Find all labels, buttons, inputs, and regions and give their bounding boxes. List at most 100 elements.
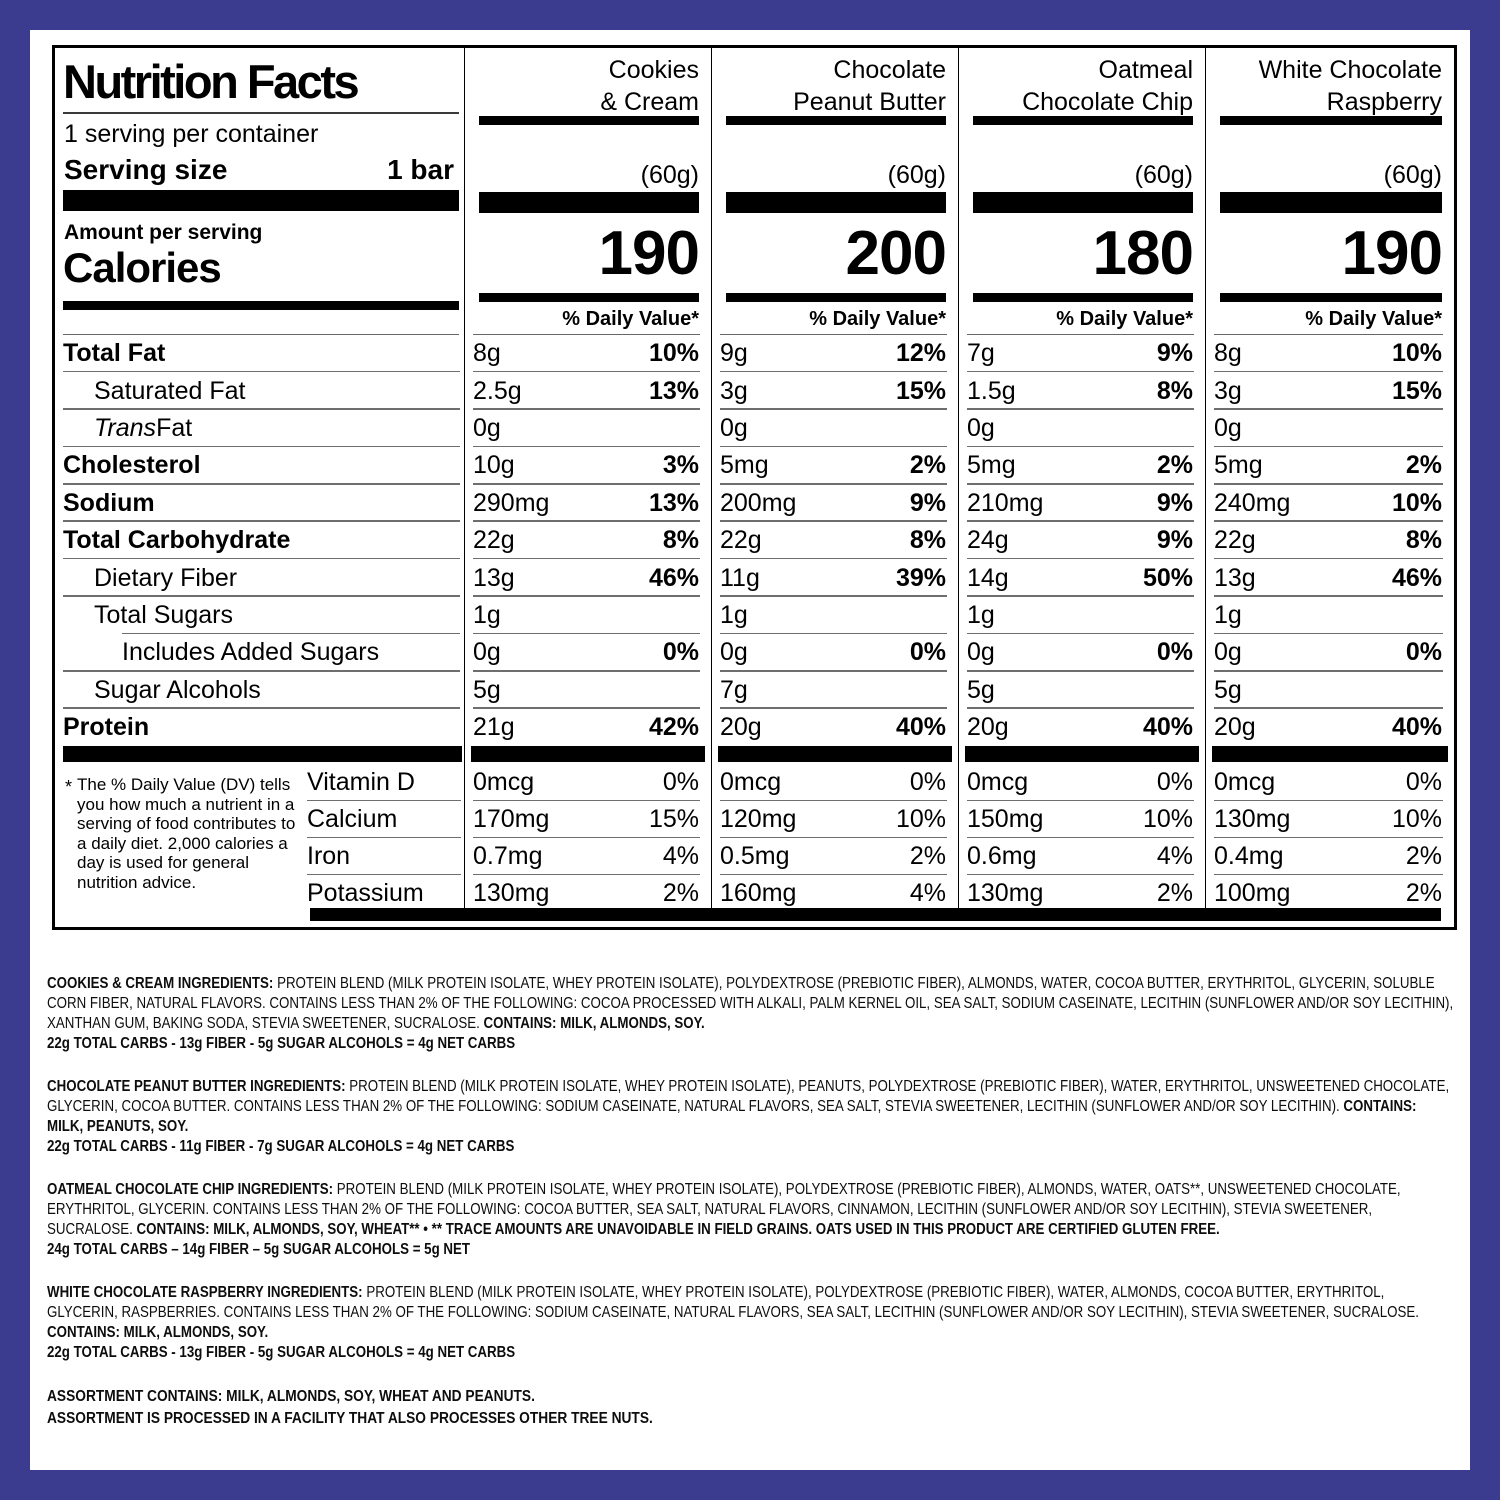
rule (967, 799, 1194, 802)
vitamin-values-cell: 0mcg 0% 170mg 15% 0.7mg 4% 130mg 2% (464, 762, 711, 915)
nutrient-value-cell: 3g 15% (711, 372, 958, 410)
vitamin-amount: 120mg (720, 805, 797, 834)
nutrient-value-cell: 2.5g 13% (464, 372, 711, 410)
rule (720, 595, 947, 597)
nutrient-label: Total Sugars (55, 597, 464, 635)
rule (720, 836, 947, 839)
serving-size-value: 1 bar (387, 154, 454, 185)
nutrient-amount: 0g (473, 638, 501, 667)
vitamin-dv: 0% (1156, 768, 1193, 797)
rule (967, 557, 1194, 560)
nutrient-amount: 7g (720, 675, 748, 704)
nutrient-amount: 7g (967, 339, 995, 368)
vitamin-name-label: Iron (307, 842, 351, 871)
nutrient-amount: 14g (967, 563, 1009, 592)
daily-value-header: % Daily Value* (562, 308, 699, 330)
rule (967, 873, 1194, 876)
vitamin-row: 100mg 2% (1206, 875, 1454, 912)
nutrient-amount: 2.5g (473, 376, 522, 405)
calories-value: 180 (1092, 219, 1194, 288)
vitamin-values-cell: 0mcg 0% 120mg 10% 0.5mg 2% 160mg 4% (711, 762, 958, 915)
daily-value-footnote: * The % Daily Value (DV) tells you how m… (55, 762, 307, 914)
nutrient-dv: 0% (662, 638, 699, 667)
ingredient-body: PROTEIN BLEND (MILK PROTEIN ISOLATE, WHE… (47, 975, 1454, 1032)
nutrient-amount: 5g (473, 675, 501, 704)
nutrient-dv: 40% (895, 713, 946, 742)
flavor-column-header-0: Cookies & Cream (60g) 190 % Daily Value* (464, 48, 711, 335)
nutrient-amount: 0g (473, 413, 501, 442)
vitamin-dv: 0% (662, 768, 699, 797)
nutrient-amount: 5mg (1214, 451, 1263, 480)
nutrient-dv: 0% (1156, 638, 1193, 667)
assortment-statements: ASSORTMENT CONTAINS: MILK, ALMONDS, SOY,… (47, 1386, 1456, 1430)
nutrient-value-cell: 20g 40% (711, 708, 958, 747)
vitamin-amount: 0.6mg (967, 842, 1037, 871)
spacer (465, 125, 711, 161)
serving-weight: (60g) (887, 161, 946, 189)
vitamin-name-iron: Iron (307, 838, 464, 876)
nutrient-dv: 40% (1391, 713, 1442, 742)
vitamin-row: 0.7mg 4% (465, 838, 711, 876)
spacer (712, 125, 958, 161)
nutrient-value-cell: 0g (464, 409, 711, 448)
nutrient-dv: 9% (1156, 488, 1193, 517)
vitamin-values-cell: 0mcg 0% 130mg 10% 0.4mg 2% 100mg 2% (1205, 762, 1454, 915)
rule (1214, 873, 1443, 876)
nutrient-value-cell: 5mg 2% (1205, 447, 1454, 485)
nutrient-value-cell: 5g (958, 671, 1205, 709)
vitamin-row: 0mcg 0% (712, 764, 958, 802)
vitamin-row: 150mg 10% (959, 801, 1205, 839)
divider-bar (1220, 116, 1442, 125)
rule (473, 670, 700, 672)
vitamin-row: 0.6mg 4% (959, 838, 1205, 876)
spacer (959, 125, 1205, 161)
nutrient-amount: 0g (967, 638, 995, 667)
calories-value: 200 (845, 219, 947, 288)
rule (473, 595, 700, 597)
nutrient-amount: 210mg (967, 488, 1044, 517)
vitamin-dv: 15% (648, 805, 699, 834)
nutrient-value-cell: 0g 0% (464, 634, 711, 672)
ingredient-block-oatmeal-chocolate-chip: OATMEAL CHOCOLATE CHIP INGREDIENTS: PROT… (47, 1180, 1456, 1260)
vitamin-amount: 0.4mg (1214, 842, 1284, 871)
nutrient-value-cell: 20g 40% (1205, 708, 1454, 747)
rule (307, 799, 461, 802)
nutrient-amount: 20g (1214, 713, 1256, 742)
nutrient-dv: 0% (1405, 638, 1442, 667)
ingredients-section: COOKIES & CREAM INGREDIENTS: PROTEIN BLE… (47, 974, 1456, 1430)
nutrient-value-cell: 1g (958, 596, 1205, 635)
nutrient-dv: 46% (648, 563, 699, 592)
vitamin-row: 130mg 2% (465, 875, 711, 912)
spacer (1206, 125, 1454, 161)
nutrient-value-cell: 22g 8% (1205, 521, 1454, 560)
flavor-name: Cookies & Cream (600, 56, 699, 116)
vitamin-row: 0.4mg 2% (1206, 838, 1454, 876)
rule (473, 483, 700, 485)
flavor-column-header-3: White Chocolate Raspberry (60g) 190 % Daily… (1205, 48, 1454, 335)
nutrition-facts-title: Nutrition Facts (63, 55, 360, 108)
nutrient-value-cell: 290mg 13% (464, 484, 711, 522)
serving-weight: (60g) (1383, 161, 1442, 189)
nutrient-dv: 9% (909, 488, 946, 517)
vitamin-row: 0mcg 0% (1206, 764, 1454, 802)
rule (1214, 408, 1443, 410)
rule (967, 595, 1194, 597)
label-column-header: Nutrition Facts 1 serving per container … (55, 48, 464, 335)
vitamin-amount: 130mg (967, 879, 1044, 908)
rule (473, 836, 700, 839)
vitamin-row: 120mg 10% (712, 801, 958, 839)
rule (473, 520, 700, 522)
vitamin-amount: 100mg (1214, 879, 1291, 908)
vitamin-row: 0.5mg 2% (712, 838, 958, 876)
amount-per-serving-label: Amount per serving (64, 221, 263, 244)
thick-divider-bar (63, 190, 459, 211)
rule (967, 520, 1194, 522)
rule (1214, 632, 1443, 635)
nutrient-label: Cholesterol (55, 447, 464, 485)
rule (1214, 333, 1443, 335)
rule (720, 557, 947, 560)
net-carbs-line: 22g TOTAL CARBS - 13g FIBER - 5g SUGAR A… (47, 1035, 516, 1052)
rule (1214, 557, 1443, 560)
vitamin-dv: 2% (909, 842, 946, 871)
